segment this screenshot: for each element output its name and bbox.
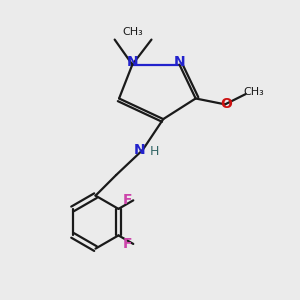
Text: N: N	[127, 55, 138, 69]
Text: F: F	[123, 237, 132, 251]
Text: O: O	[220, 98, 232, 111]
Text: H: H	[150, 145, 159, 158]
Text: CH₃: CH₃	[123, 27, 143, 37]
Text: N: N	[174, 55, 185, 69]
Text: N: N	[133, 143, 145, 157]
Text: F: F	[123, 193, 132, 207]
Text: CH₃: CH₃	[244, 87, 264, 97]
